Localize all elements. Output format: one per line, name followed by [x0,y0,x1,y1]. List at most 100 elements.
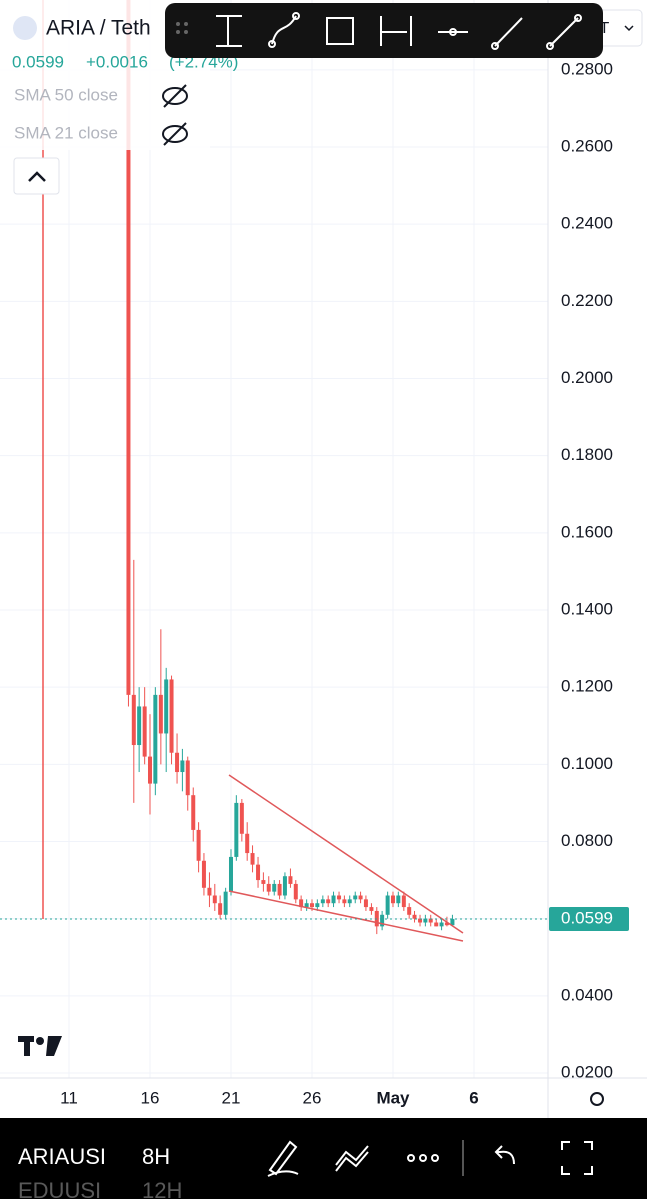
candle-body [363,899,368,908]
watchlist-symbol: ARIAUSI [18,1144,106,1169]
candle-body [309,903,314,908]
candle-body [412,914,417,919]
y-tick-label: 0.2800 [561,59,613,78]
x-tick-label: 11 [60,1088,78,1107]
x-tick-label: 21 [222,1088,241,1107]
candle-body [304,903,309,908]
candle-body [164,679,169,734]
y-tick-label: 0.1400 [561,599,613,618]
candle-body [153,694,158,784]
candle-body [169,679,174,753]
caret [624,25,634,32]
candle-body [223,891,228,915]
y-tick-label: 0.2200 [561,291,613,310]
y-tick-label: 0.0400 [561,985,613,1004]
drawing-toolbar [165,3,603,58]
candle-body [423,918,428,923]
x-tick-label: 16 [141,1088,160,1107]
y-tick-label: 0.2600 [561,136,613,155]
candle-body [315,903,320,908]
grid [0,0,548,1078]
symbol: ARIA / Teth [46,17,151,40]
candle-body [191,795,196,830]
tv-logo [18,1036,62,1056]
candle-body [326,899,331,904]
candle-body [390,895,395,904]
candle-body [142,706,147,757]
settings-icon[interactable] [590,1092,604,1106]
y-tick-label: 0.0800 [561,831,613,850]
candle-body [293,883,298,900]
candle-body [347,899,352,904]
trend-line [228,774,464,934]
indicator[interactable]: SMA 21 close [14,123,118,142]
candle-body [234,802,239,857]
candle-body [239,802,244,834]
candle-body [250,853,255,865]
hide-icons [162,84,188,146]
x-tick-label: 26 [303,1088,322,1107]
y-tick-label: 0.1200 [561,677,613,696]
candle-body [428,918,433,923]
trend-line [228,890,464,942]
candle-body [228,856,233,892]
candle-body [439,922,444,927]
chevron [28,171,46,182]
candle-body [396,895,401,904]
candle-body [385,895,390,915]
y-tick-label: 0.2000 [561,368,613,387]
candle-body [218,903,223,915]
candle-body [331,895,336,904]
watchlist-symbol: EDUUSI [18,1178,101,1199]
candle-body [256,864,261,881]
candle-body [180,760,185,773]
candle-body [401,895,406,908]
y-tick-label: 0.1800 [561,445,613,464]
candle-body [369,907,374,911]
candle-body [444,922,449,926]
candle-body [380,914,385,927]
candle-body [450,919,455,926]
candle-body [358,895,363,900]
candle-body [185,760,190,796]
bottom-icons[interactable] [267,1140,593,1177]
watchlist-interval: 12H [142,1178,182,1199]
bottom-bar [0,1118,647,1199]
candle-body [175,752,180,773]
candle-body [337,895,342,900]
collapse-button[interactable] [13,157,60,195]
candle-body [277,883,282,896]
x-tick-label: May [376,1088,410,1107]
candle-body [282,876,287,896]
change: +0.0016 [86,52,148,71]
candle-body [201,860,206,888]
price: 0.0599 [12,52,64,71]
candle-body [434,922,439,927]
last-price-label: 0.0599 [561,909,613,928]
candle-body [245,833,250,854]
watchlist-interval: 8H [142,1144,170,1169]
candle-body [299,899,304,908]
candle-body [137,706,142,746]
candle-body [196,829,201,861]
toolbar-icons[interactable] [176,12,582,50]
candle-body [147,756,152,784]
candle-body [207,887,212,896]
candle-body [272,883,277,892]
candle-body [266,883,271,892]
candle-body [342,899,347,904]
symbol-logo [13,16,37,40]
y-tick-label: 0.1600 [561,522,613,541]
candle-body [261,880,266,884]
candle-body [407,907,412,915]
last-price-tag [549,907,629,932]
y-tick-label: 0.0200 [561,1062,613,1081]
indicator[interactable]: SMA 50 close [14,85,118,104]
x-tick-label: 6 [469,1088,478,1107]
candle-body [320,899,325,904]
candle-body [418,918,423,923]
candle-body [131,694,136,746]
